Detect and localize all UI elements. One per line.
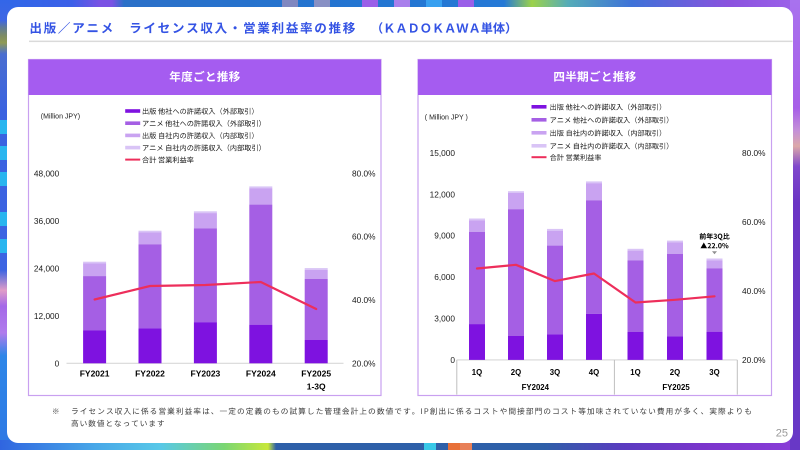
svg-text:60.0%: 60.0% [352,232,376,242]
svg-text:80.0%: 80.0% [352,168,376,178]
svg-text:( Million JPY ): ( Million JPY ) [425,114,468,121]
svg-text:3Q: 3Q [709,368,719,377]
svg-text:3,000: 3,000 [434,314,455,324]
svg-text:FY2025: FY2025 [662,383,690,392]
svg-text:25: 25 [776,428,788,440]
svg-text:80.0%: 80.0% [742,148,766,158]
svg-text:(Million JPY): (Million JPY) [41,114,80,121]
svg-text:1-3Q: 1-3Q [307,381,326,391]
svg-text:2Q: 2Q [670,368,680,377]
svg-text:40.0%: 40.0% [352,295,376,305]
svg-text:1Q: 1Q [630,368,640,377]
svg-text:12,000: 12,000 [34,311,60,321]
svg-text:1Q: 1Q [472,368,482,377]
svg-text:FY2021: FY2021 [80,369,110,379]
svg-text:60.0%: 60.0% [742,217,766,227]
svg-text:12,000: 12,000 [430,189,456,199]
svg-text:FY2025: FY2025 [301,369,331,379]
svg-text:FY2022: FY2022 [135,369,165,379]
svg-text:40.0%: 40.0% [742,286,766,296]
svg-text:24,000: 24,000 [34,263,60,273]
svg-text:FY2023: FY2023 [191,369,221,379]
svg-text:4Q: 4Q [589,368,599,377]
svg-text:2Q: 2Q [511,368,521,377]
svg-text:FY2024: FY2024 [246,369,276,379]
svg-text:36,000: 36,000 [34,216,60,226]
svg-text:20.0%: 20.0% [352,358,376,368]
svg-text:FY2024: FY2024 [522,383,550,392]
svg-text:0: 0 [450,355,455,365]
svg-text:20.0%: 20.0% [742,355,766,365]
svg-text:15,000: 15,000 [430,148,456,158]
svg-text:3Q: 3Q [550,368,560,377]
svg-text:6,000: 6,000 [434,272,455,282]
svg-text:9,000: 9,000 [434,231,455,241]
svg-text:48,000: 48,000 [34,168,60,178]
svg-text:0: 0 [55,358,60,368]
